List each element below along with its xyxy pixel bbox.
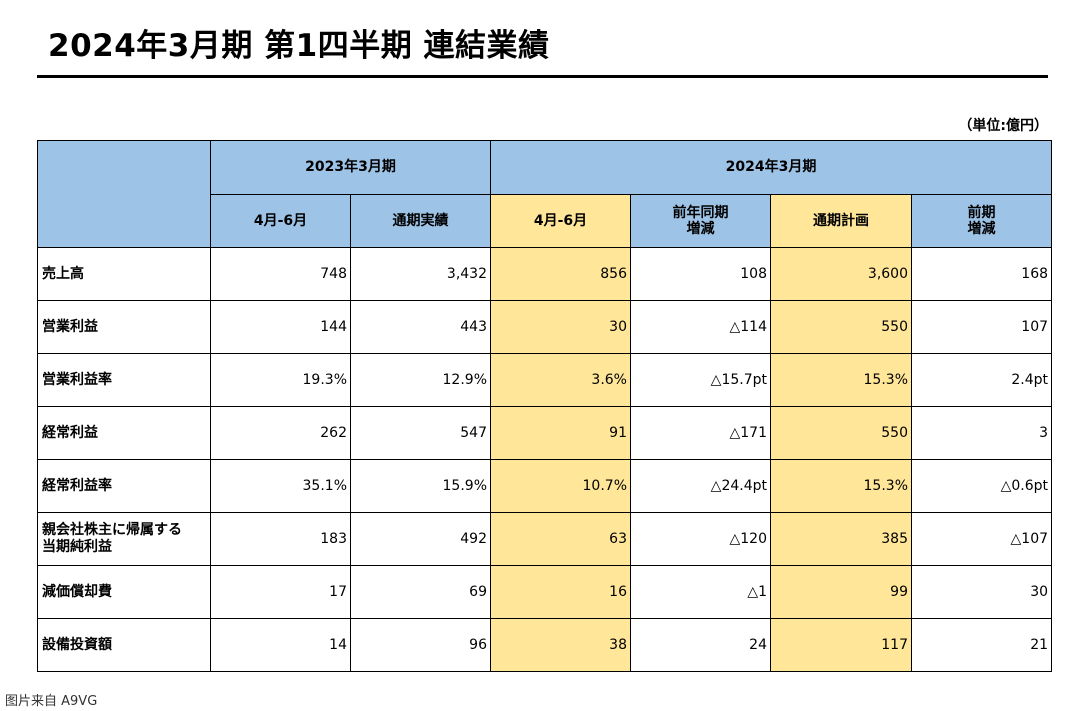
table-cell: 10.7%	[490, 459, 631, 513]
header-col-prev-fy-change: 前期 増減	[910, 194, 1053, 248]
header-col-prev-q1: 4月-6月	[210, 194, 351, 248]
table-cell: 38	[490, 618, 631, 672]
table-cell: 550	[770, 300, 912, 354]
table-cell: 99	[770, 565, 912, 619]
row-label: 減価償却費	[37, 565, 211, 619]
row-label: 経常利益率	[37, 459, 211, 513]
table-cell: 107	[910, 300, 1053, 354]
table-cell: 3,600	[770, 247, 912, 301]
table-cell: 2.4pt	[910, 353, 1053, 407]
table-cell: 168	[910, 247, 1053, 301]
table-cell: 183	[210, 512, 351, 566]
table-cell: 15.9%	[350, 459, 491, 513]
table-cell: 262	[210, 406, 351, 460]
table-cell: 3,432	[350, 247, 491, 301]
table-cell: 12.9%	[350, 353, 491, 407]
header-col-yoy-change: 前年同期 増減	[630, 194, 771, 248]
table-cell: △120	[630, 512, 771, 566]
table-cell: 443	[350, 300, 491, 354]
table-cell: 69	[350, 565, 491, 619]
table-cell: 748	[210, 247, 351, 301]
table-cell: 35.1%	[210, 459, 351, 513]
header-col-prev-full-year: 通期実績	[350, 194, 491, 248]
table-cell: △1	[630, 565, 771, 619]
table-row: 親会社株主に帰属する 当期純利益 183 492 63 △120 385 △107	[37, 512, 1053, 566]
table-cell: 15.3%	[770, 353, 912, 407]
table-cell: 856	[490, 247, 631, 301]
table-cell: 547	[350, 406, 491, 460]
page-title: 2024年3月期 第1四半期 連結業績	[48, 28, 550, 64]
table-cell: △15.7pt	[630, 353, 771, 407]
table-cell: 492	[350, 512, 491, 566]
table-cell: 14	[210, 618, 351, 672]
table-cell: △24.4pt	[630, 459, 771, 513]
unit-label: （単位:億円）	[958, 118, 1048, 134]
table-cell: 16	[490, 565, 631, 619]
table-cell: 3	[910, 406, 1053, 460]
table-cell: △171	[630, 406, 771, 460]
table-cell: 15.3%	[770, 459, 912, 513]
table-row: 経常利益率 35.1% 15.9% 10.7% △24.4pt 15.3% △0.6pt	[37, 459, 1053, 513]
table-cell: 108	[630, 247, 771, 301]
row-label: 営業利益	[37, 300, 211, 354]
table-row: 営業利益 144 443 30 △114 550 107	[37, 300, 1053, 354]
table-cell: 550	[770, 406, 912, 460]
table-row: 設備投資額 14 96 38 24 117 21	[37, 618, 1053, 672]
row-label: 売上高	[37, 247, 211, 301]
table-cell: 385	[770, 512, 912, 566]
header-group-fy2023: 2023年3月期	[210, 140, 491, 195]
header-col-full-year-plan: 通期計画	[770, 194, 912, 248]
header-row-columns: 4月-6月 通期実績 4月-6月 前年同期 増減 通期計画 前期 増減	[38, 194, 1053, 248]
table-cell: 96	[350, 618, 491, 672]
table-row: 営業利益率 19.3% 12.9% 3.6% △15.7pt 15.3% 2.4pt	[37, 353, 1053, 407]
table-cell: 144	[210, 300, 351, 354]
table-row: 減価償却費 17 69 16 △1 99 30	[37, 565, 1053, 619]
row-label: 設備投資額	[37, 618, 211, 672]
table-cell: 19.3%	[210, 353, 351, 407]
header-row-groups: 2023年3月期 2024年3月期	[37, 140, 1053, 248]
header-col-curr-q1: 4月-6月	[490, 194, 631, 248]
table-cell: 30	[910, 565, 1053, 619]
table-cell: 24	[630, 618, 771, 672]
table-cell: 91	[490, 406, 631, 460]
table-cell: 63	[490, 512, 631, 566]
row-label: 営業利益率	[37, 353, 211, 407]
image-credit: 图片来自 A9VG	[5, 694, 98, 709]
title-divider	[37, 75, 1048, 78]
results-table: 2023年3月期 2024年3月期 4月-6月 通期実績 4月-6月 前年同期 …	[37, 140, 1053, 672]
table-body: 売上高 748 3,432 856 108 3,600 168 営業利益 144 443 30 △11…	[37, 247, 1053, 672]
table-cell: 17	[210, 565, 351, 619]
header-group-fy2024: 2024年3月期	[489, 140, 1053, 195]
table-cell: 21	[910, 618, 1053, 672]
table-cell: 3.6%	[490, 353, 631, 407]
table-row: 経常利益 262 547 91 △171 550 3	[37, 406, 1053, 460]
row-label: 親会社株主に帰属する 当期純利益	[37, 512, 211, 566]
header-corner	[37, 140, 211, 248]
row-label: 経常利益	[37, 406, 211, 460]
table-cell: △114	[630, 300, 771, 354]
table-cell: △107	[910, 512, 1053, 566]
table-cell: 117	[770, 618, 912, 672]
table-row: 売上高 748 3,432 856 108 3,600 168	[37, 247, 1053, 301]
table-cell: △0.6pt	[910, 459, 1053, 513]
table-cell: 30	[490, 300, 631, 354]
